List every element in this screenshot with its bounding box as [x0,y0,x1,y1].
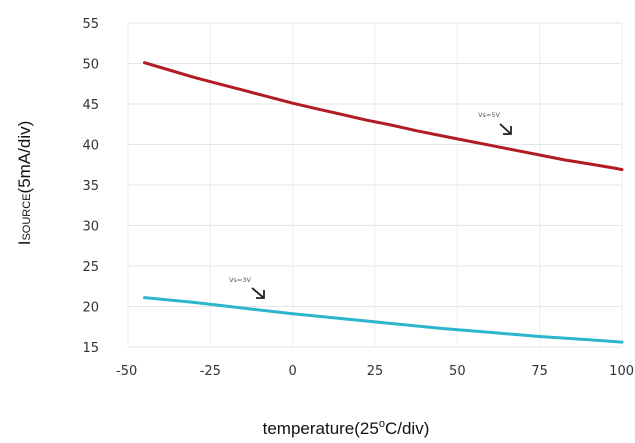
y-tick-label: 15 [82,341,99,356]
series-line-2 [143,296,624,344]
annotation-arrowhead-icon [503,126,512,135]
y-tick-label: 20 [82,301,99,316]
x-tick-label: 75 [531,364,548,379]
y-tick-label: 25 [82,260,99,275]
x-tick-label: 25 [367,364,384,379]
series-annotation-2: Vs=3V [229,276,251,284]
y-tick-labels: 15 20 25 30 35 40 45 50 55 [82,17,99,356]
y-tick-label: 55 [82,17,99,32]
grid [127,22,623,348]
y-tick-label: 45 [82,98,99,113]
y-tick-label: 40 [82,139,99,154]
series-line-1 [143,61,624,172]
annotations: Vs=5V Vs=3V [229,111,512,299]
x-tick-label: 100 [609,364,634,379]
series-lines [143,61,624,344]
y-tick-label: 35 [82,179,99,194]
x-axis-title: temperature(25oC/div) [263,418,430,438]
x-tick-labels: -50 -25 0 25 50 75 100 [116,364,634,379]
y-tick-label: 30 [82,220,99,235]
x-tick-label: -25 [200,364,221,379]
y-tick-label: 50 [82,58,99,73]
annotation-arrow-icon [499,123,512,135]
x-tick-label: -50 [116,364,137,379]
series-annotation-1: Vs=5V [478,111,500,119]
annotation-arrow-icon [251,287,265,299]
annotation-arrowhead-icon [256,290,265,299]
x-tick-label: 50 [449,364,466,379]
y-axis-title: ISOURCE(5mA/div) [15,121,34,246]
x-tick-label: 0 [289,364,297,379]
